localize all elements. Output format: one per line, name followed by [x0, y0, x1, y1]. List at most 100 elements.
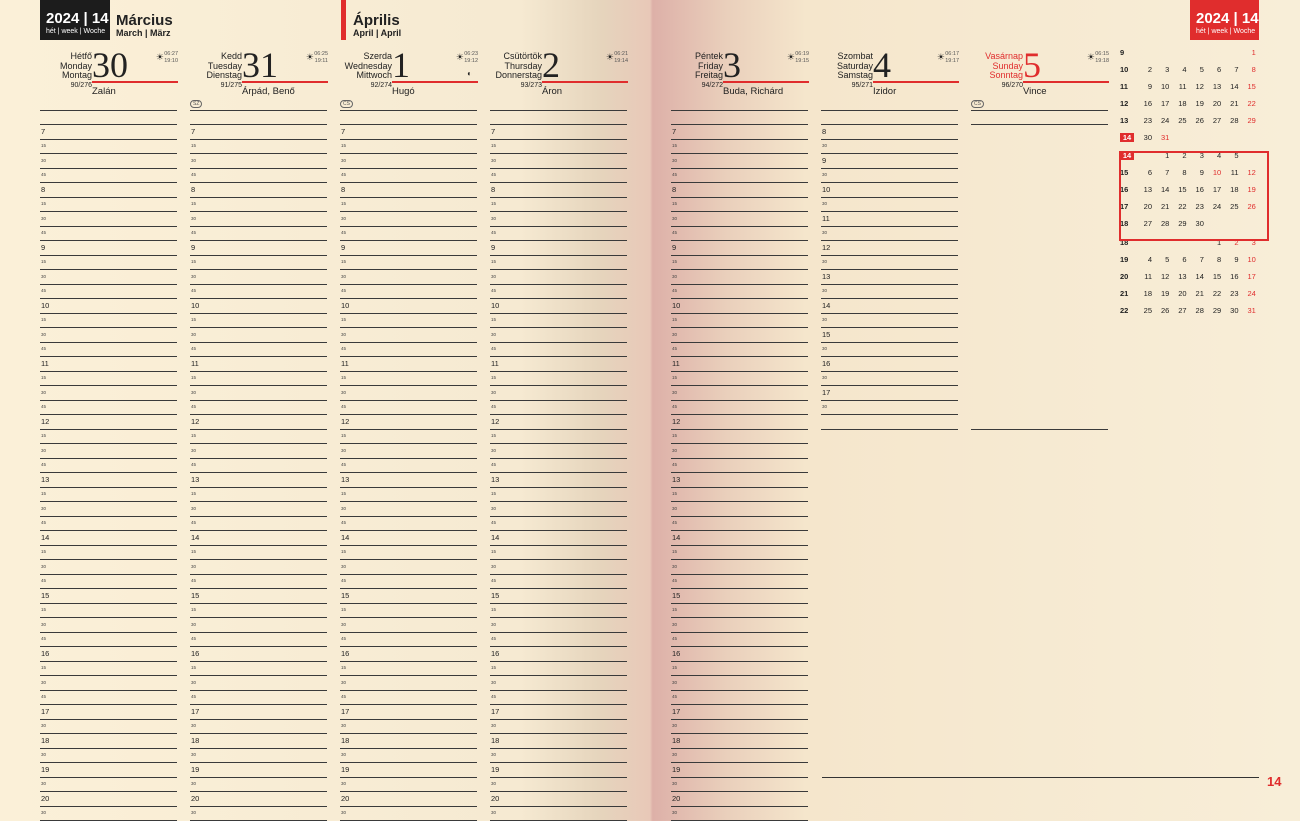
hour-label: 12: [491, 416, 500, 426]
grid-line: [40, 167, 177, 169]
hour-label: 13: [672, 474, 681, 484]
grid-line: [40, 602, 177, 604]
minute-label: 45: [191, 520, 197, 525]
minute-label: 45: [341, 694, 347, 699]
grid-line: [190, 805, 327, 807]
grid-line: [340, 240, 477, 241]
calendar-day: 23: [1143, 116, 1152, 125]
minute-label: 30: [672, 447, 678, 453]
grid-line: [821, 370, 958, 372]
grid-line: [490, 762, 627, 763]
calendar-day: 27: [1143, 219, 1152, 228]
minute-label: 45: [672, 694, 678, 699]
grid-line: [340, 646, 477, 647]
grid-line: [190, 254, 327, 256]
minute-label: 15: [491, 491, 497, 496]
grid-line: [490, 515, 627, 517]
hour-label: 14: [491, 532, 500, 542]
hour-label: 17: [191, 706, 200, 716]
grid-line: [190, 733, 327, 734]
grid-line: [190, 646, 327, 647]
grid-line: [821, 211, 958, 212]
sunrise-time: 06:17: [945, 51, 959, 57]
calendar-day: 26: [1160, 306, 1170, 315]
grid-line: [40, 457, 177, 459]
day-underline: [92, 81, 178, 83]
calendar-day: 14: [1230, 82, 1239, 91]
left-week-tab: 2024 | 14 hét | week | Woche: [40, 0, 110, 40]
minute-label: 30: [822, 230, 828, 235]
calendar-day: 23: [1195, 202, 1204, 211]
grid-line: [40, 110, 177, 111]
grid-line: [40, 443, 177, 444]
grid-line: [340, 544, 477, 546]
minute-label: 15: [41, 375, 47, 380]
grid-line: [40, 269, 177, 270]
grid-line: [340, 428, 477, 430]
hour-label: 11: [41, 358, 49, 368]
minute-label: 30: [41, 505, 47, 511]
grid-line: [490, 110, 627, 111]
minute-label: 45: [41, 172, 47, 177]
grid-line: [190, 457, 327, 459]
grid-line: [40, 414, 177, 415]
grid-line: [40, 298, 177, 299]
grid-line: [40, 472, 177, 473]
grid-line: [340, 791, 477, 792]
day-name: Friday: [697, 60, 723, 71]
calendar-day: 6: [1182, 255, 1187, 264]
grid-line: [190, 747, 327, 749]
grid-line: [490, 124, 627, 125]
right-week-tab: 2024 | 14 hét | week | Woche: [1190, 0, 1259, 40]
calendar-day: 3: [1199, 151, 1204, 160]
grid-line: [821, 167, 958, 169]
day-underline: [1023, 81, 1109, 83]
minute-label: 30: [491, 505, 497, 511]
hour-label: 10: [191, 300, 200, 310]
grid-line: [490, 312, 627, 314]
grid-line: [40, 515, 177, 517]
hour-label: 14: [341, 532, 350, 542]
grid-line: [490, 182, 627, 183]
minute-label: 45: [672, 288, 678, 293]
april-marker: [341, 0, 346, 40]
grid-line: [340, 225, 477, 227]
minute-label: 30: [341, 389, 347, 395]
hour-label: 12: [672, 416, 681, 426]
week-number: 11: [1120, 82, 1128, 91]
grid-line: [340, 211, 477, 212]
hour-label: 7: [191, 126, 196, 136]
calendar-day: 24: [1160, 116, 1170, 125]
grid-line: [340, 515, 477, 517]
hour-label: 20: [191, 793, 200, 803]
minute-label: 45: [341, 520, 347, 525]
day-header: Kedd Tuesday Dienstag 31 91/275 Árpád, Benő ☀ 0…: [188, 47, 328, 100]
grid-line: [490, 457, 627, 459]
calendar-day: 19: [1247, 185, 1256, 194]
grid-line: [490, 356, 627, 357]
grid-line: [190, 298, 327, 299]
minute-label: 45: [341, 172, 347, 177]
day-name: Hétfő: [70, 51, 92, 61]
grid-line: [190, 660, 327, 662]
calendar-day: 4: [1147, 255, 1152, 264]
grid-line: [40, 254, 177, 256]
grid-line: [340, 689, 477, 691]
hour-label: 16: [41, 648, 50, 658]
grid-line: [340, 138, 477, 140]
grid-line: [490, 443, 627, 444]
calendar-row: 13 23 24 25 26 27 28 29: [1120, 116, 1270, 131]
grid-line: [340, 457, 477, 459]
day-of-year: 91/275: [220, 82, 242, 89]
minute-label: 30: [822, 404, 828, 409]
grid-line: [971, 429, 1108, 430]
minute-label: 45: [41, 636, 47, 641]
minute-label: 15: [41, 491, 47, 496]
grid-line: [821, 283, 958, 285]
minute-label: 45: [41, 288, 47, 293]
sunset-time: 19:18: [1095, 58, 1109, 64]
day-number: 5: [1023, 45, 1041, 85]
calendar-day: 31: [1247, 306, 1256, 315]
grid-line: [821, 124, 958, 125]
minute-label: 45: [341, 346, 347, 351]
